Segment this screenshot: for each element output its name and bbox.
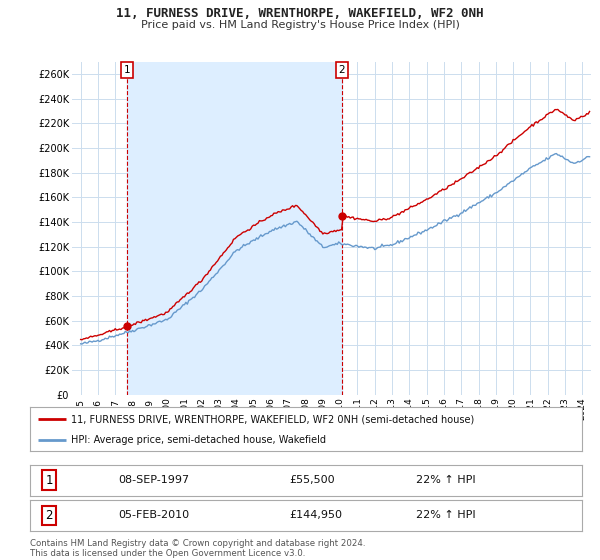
Text: HPI: Average price, semi-detached house, Wakefield: HPI: Average price, semi-detached house,…: [71, 435, 326, 445]
Text: Price paid vs. HM Land Registry's House Price Index (HPI): Price paid vs. HM Land Registry's House …: [140, 20, 460, 30]
Text: 2: 2: [46, 509, 53, 522]
Text: 08-SEP-1997: 08-SEP-1997: [118, 475, 190, 485]
Text: £144,950: £144,950: [289, 511, 343, 520]
Bar: [127, 62, 342, 395]
Text: £55,500: £55,500: [289, 475, 335, 485]
Text: 11, FURNESS DRIVE, WRENTHORPE, WAKEFIELD, WF2 0NH (semi-detached house): 11, FURNESS DRIVE, WRENTHORPE, WAKEFIELD…: [71, 414, 475, 424]
Text: 11, FURNESS DRIVE, WRENTHORPE, WAKEFIELD, WF2 0NH: 11, FURNESS DRIVE, WRENTHORPE, WAKEFIELD…: [116, 7, 484, 20]
Text: 1: 1: [46, 474, 53, 487]
Text: 2: 2: [338, 65, 345, 75]
Text: 1: 1: [124, 65, 130, 75]
Text: Contains HM Land Registry data © Crown copyright and database right 2024.
This d: Contains HM Land Registry data © Crown c…: [30, 539, 365, 558]
Text: 22% ↑ HPI: 22% ↑ HPI: [416, 475, 476, 485]
Text: 22% ↑ HPI: 22% ↑ HPI: [416, 511, 476, 520]
Text: 05-FEB-2010: 05-FEB-2010: [118, 511, 190, 520]
